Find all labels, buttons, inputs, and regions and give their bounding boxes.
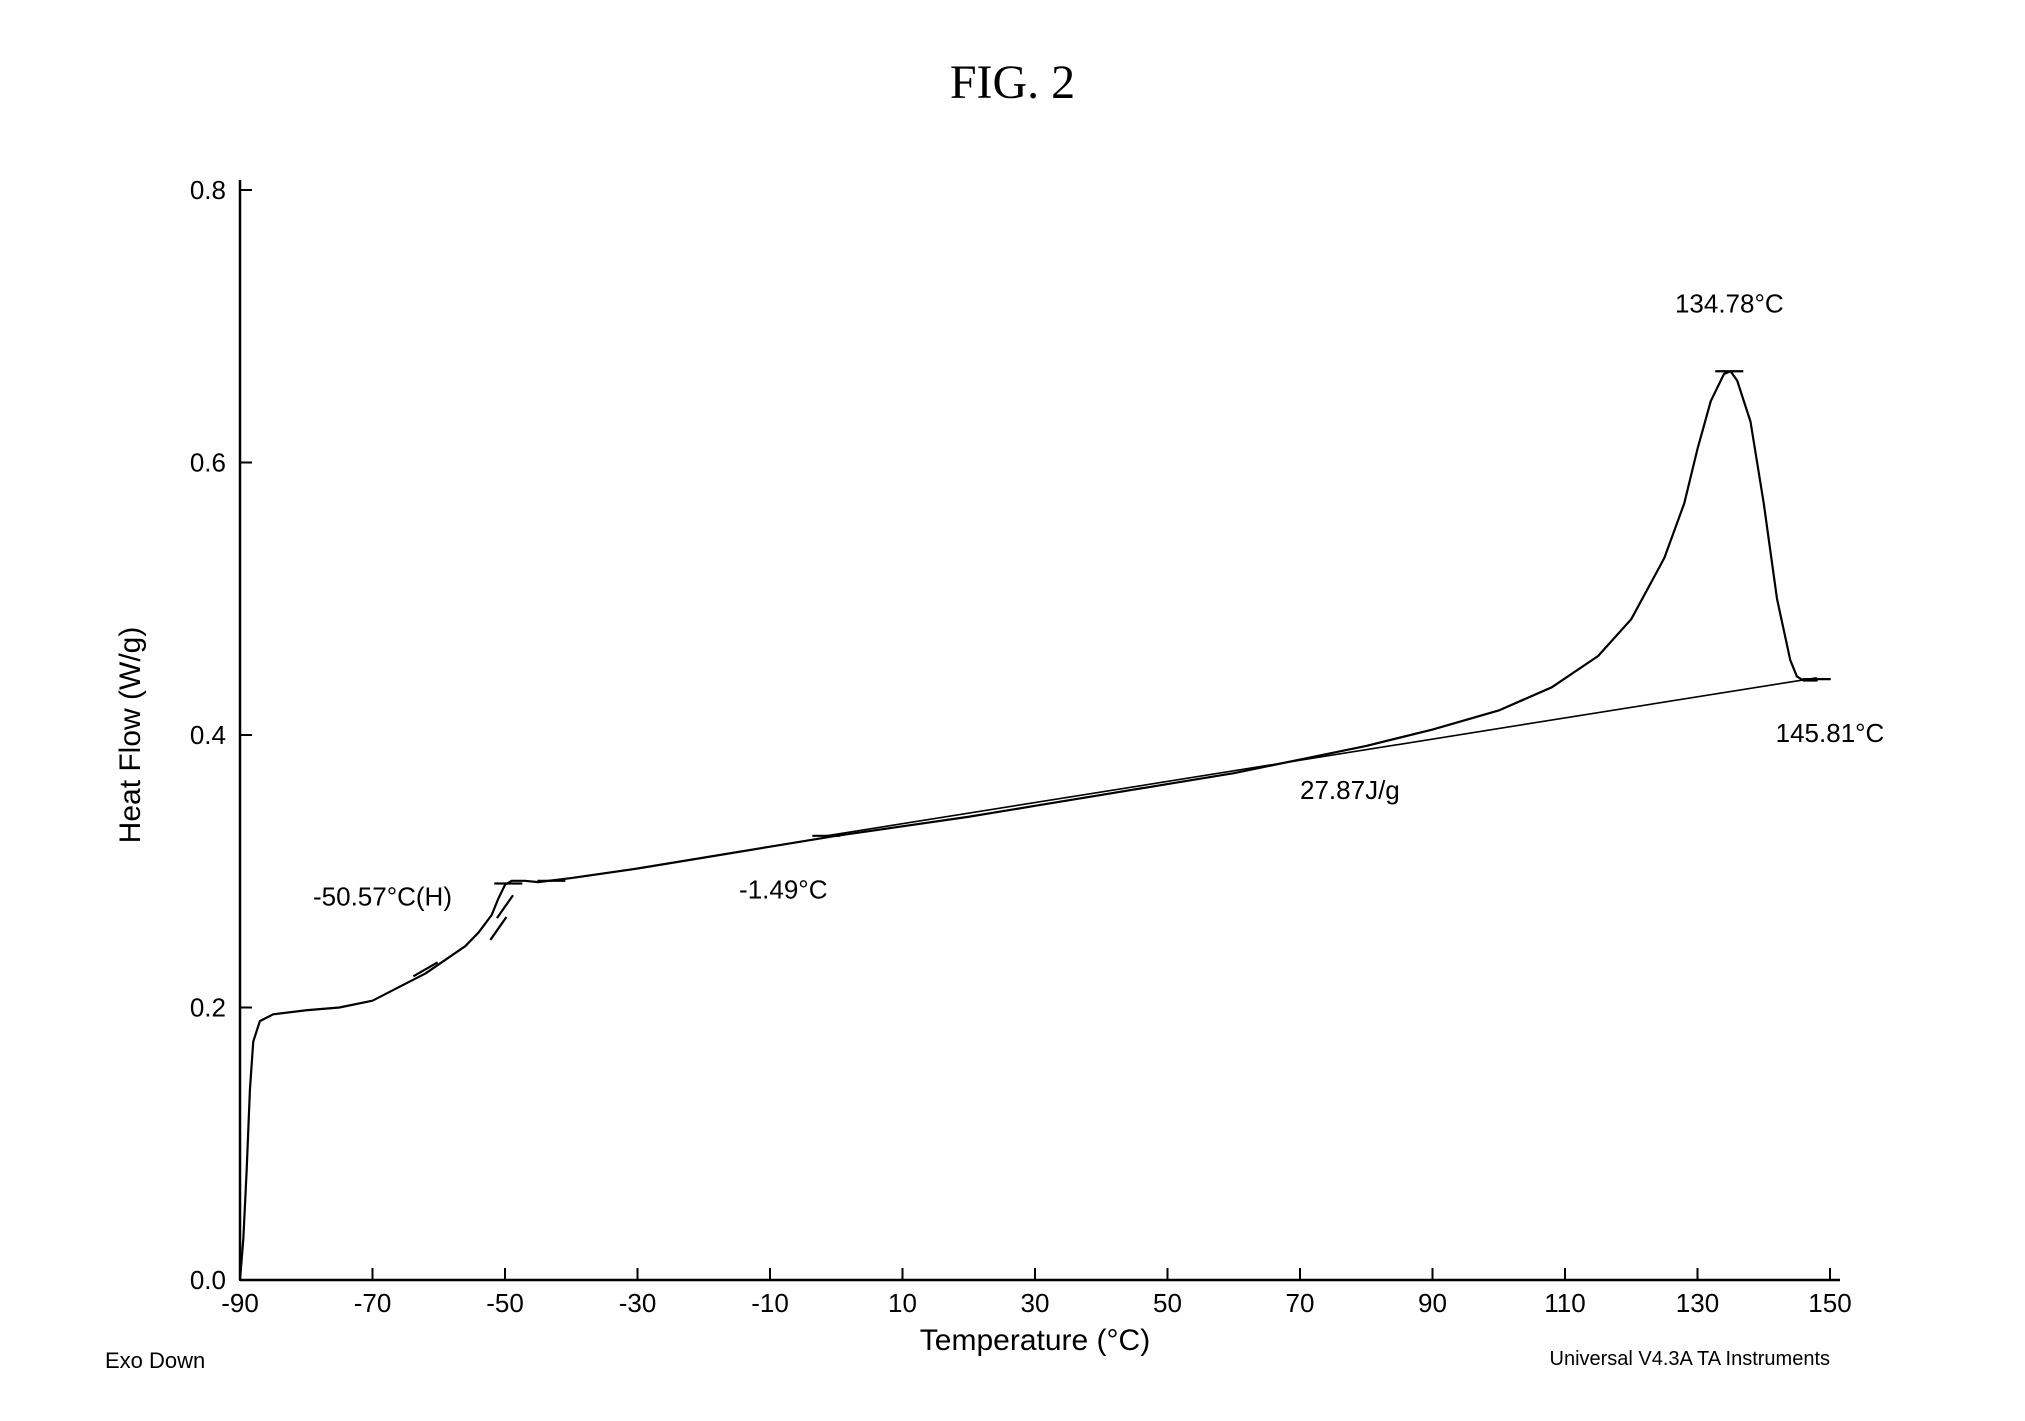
x-axis-label: Temperature (°C) (920, 1324, 1150, 1357)
footer-left: Exo Down (105, 1348, 205, 1374)
y-tick-label: 0.8 (190, 175, 226, 205)
x-tick-label: 110 (1544, 1288, 1585, 1318)
curve-marker (490, 917, 506, 940)
annotation-label: 145.81°C (1776, 718, 1885, 748)
x-tick-label: 130 (1676, 1288, 1719, 1318)
x-tick-label: 150 (1808, 1288, 1851, 1318)
y-tick-label: 0.6 (190, 448, 226, 478)
x-tick-label: -70 (354, 1288, 392, 1318)
annotation-label: -50.57°C(H) (313, 881, 452, 911)
x-tick-label: 10 (888, 1288, 917, 1318)
annotation-label: -1.49°C (739, 875, 827, 905)
y-tick-label: 0.2 (190, 993, 226, 1023)
annotation-label: 27.87J/g (1300, 775, 1400, 805)
x-tick-label: -50 (486, 1288, 524, 1318)
x-tick-label: 50 (1153, 1288, 1182, 1318)
dsc-curve (240, 371, 1817, 1280)
chart-svg: -90 -70 -50 -30 -10 10 30 50 70 90 110 130 150 0.0 0.2… (0, 0, 2025, 1421)
x-tick-label: 90 (1418, 1288, 1447, 1318)
y-axis-label: Heat Flow (W/g) (114, 627, 147, 844)
x-tick-label: 70 (1286, 1288, 1315, 1318)
x-tick-label: -30 (619, 1288, 657, 1318)
x-tick-label: 30 (1021, 1288, 1050, 1318)
y-tick-label: 0.4 (190, 720, 226, 750)
figure-container: FIG. 2 -90-70-50-30-10103050709011013015… (0, 0, 2025, 1421)
x-tick-label: -10 (751, 1288, 789, 1318)
y-tick-label: 0.0 (190, 1265, 226, 1295)
peak-baseline (826, 678, 1816, 836)
footer-right: Universal V4.3A TA Instruments (1550, 1348, 1831, 1371)
annotation-label: 134.78°C (1675, 289, 1784, 319)
x-tick-label: -90 (221, 1288, 259, 1318)
